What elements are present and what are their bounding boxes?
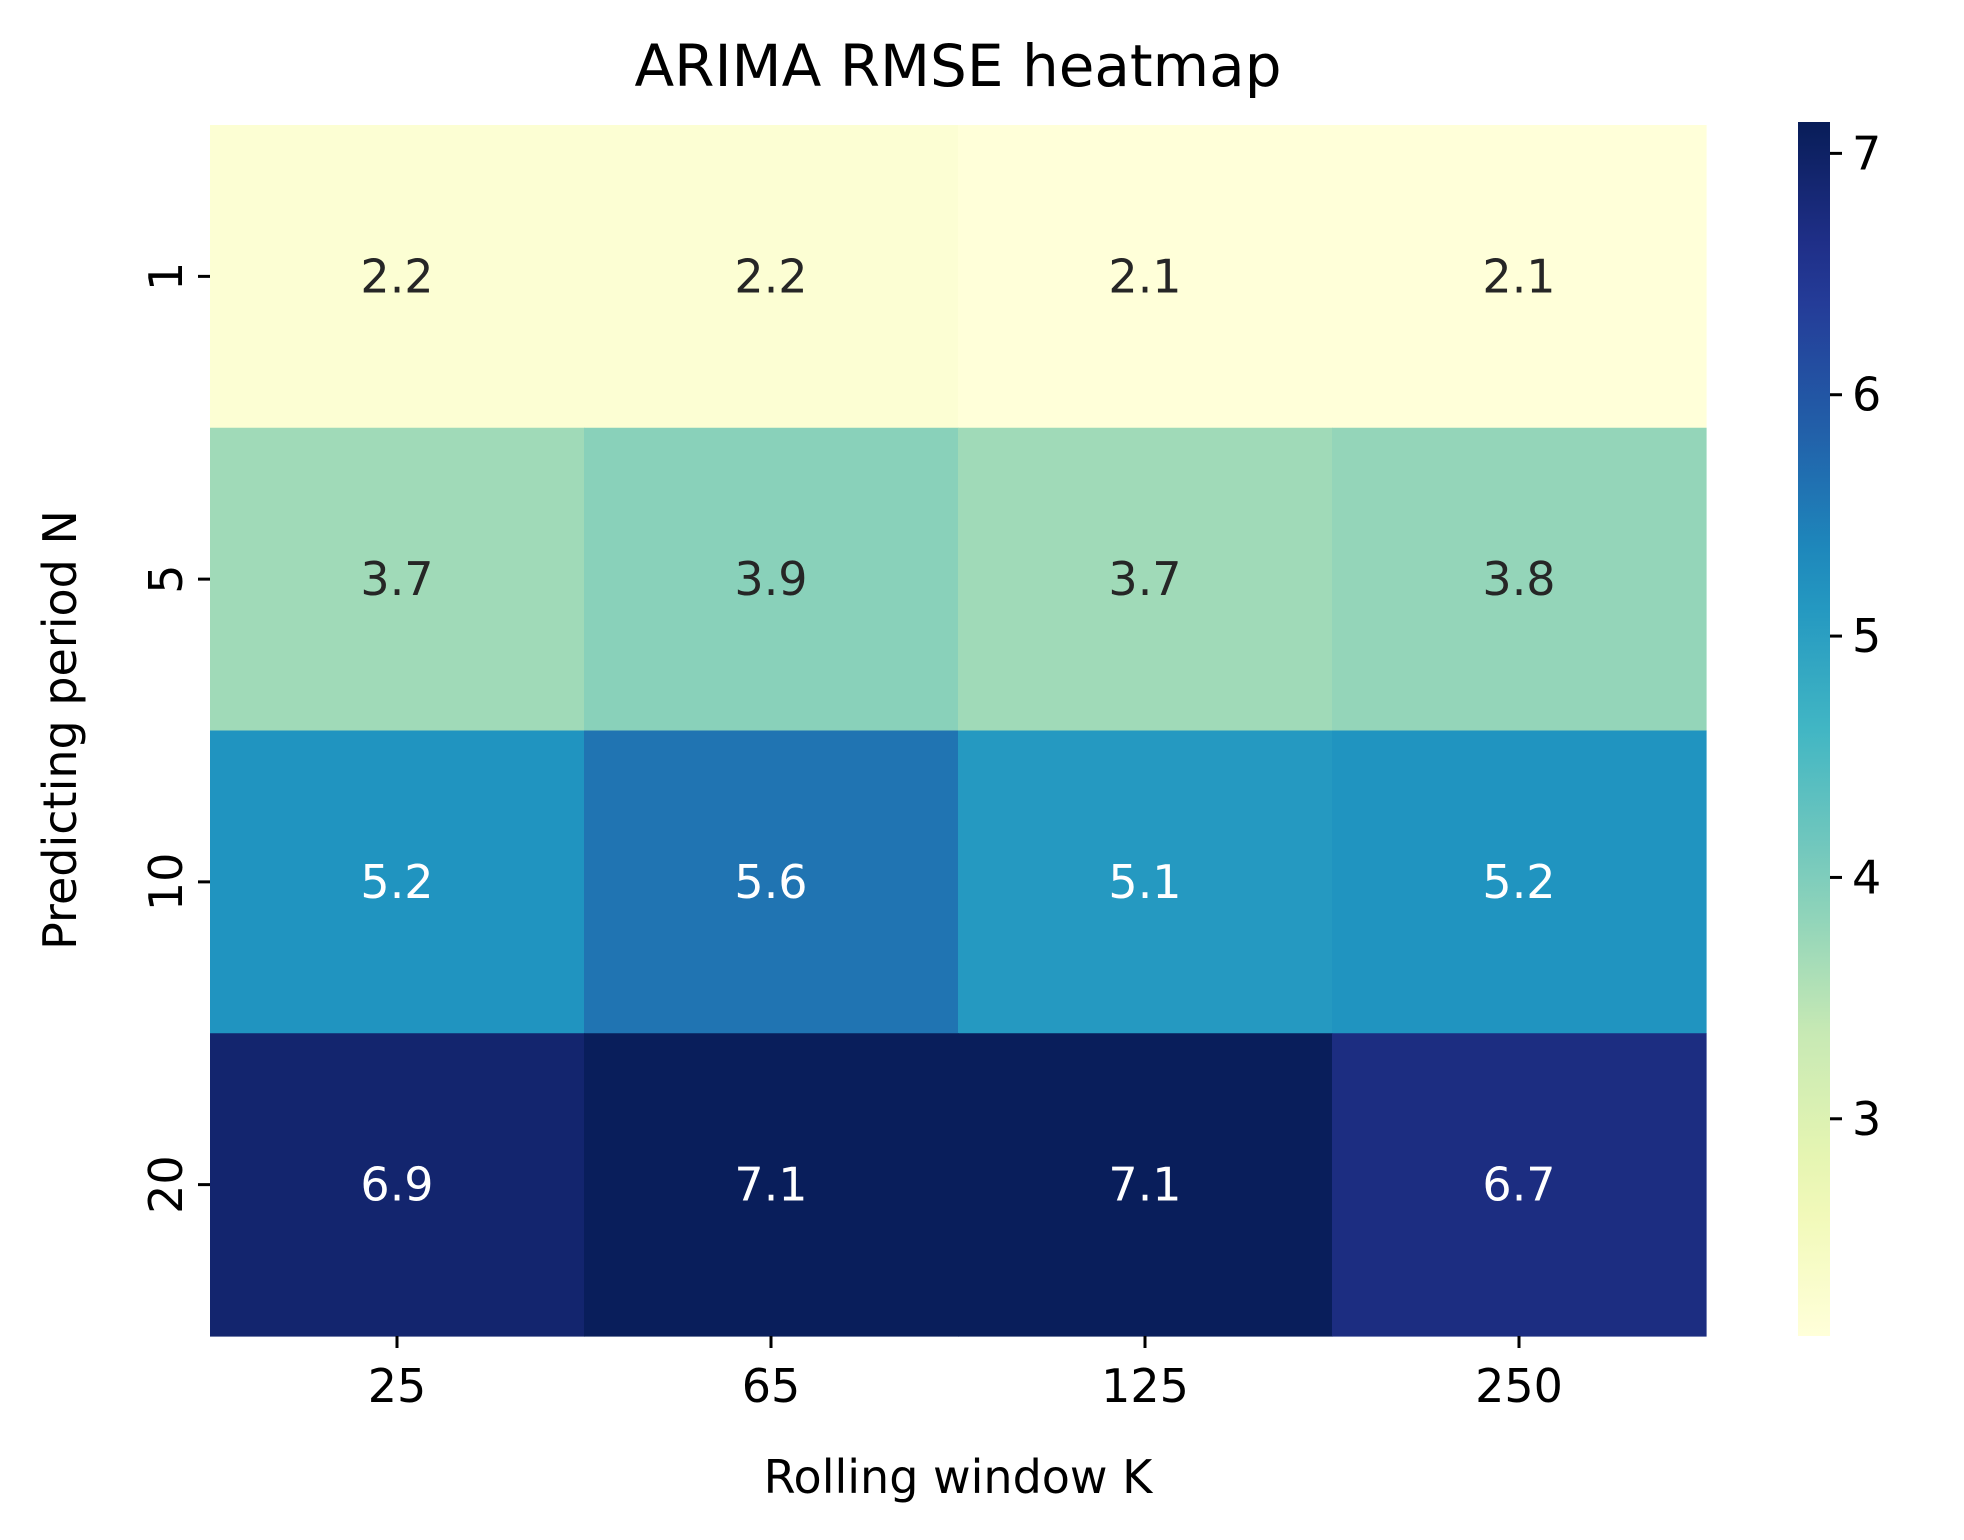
colorbar: 3 4 5 6 7 — [1798, 122, 1881, 1336]
x-tick-label: 65 — [742, 1359, 801, 1413]
y-axis-label: Predicting period N — [33, 510, 87, 950]
heatmap-cell — [210, 427, 585, 732]
x-tick-label: 25 — [368, 1359, 427, 1413]
cell-value-label: 3.7 — [1108, 552, 1181, 606]
heatmap-cell — [584, 730, 959, 1034]
cell-value-label: 5.1 — [1108, 855, 1181, 909]
heatmap-cell — [958, 125, 1333, 429]
cell-value-label: 5.2 — [360, 855, 433, 909]
x-axis-label: Rolling window K — [764, 1450, 1154, 1504]
y-tick-label: 20 — [139, 1155, 193, 1214]
y-tick-label: 1 — [139, 262, 193, 291]
cell-value-label: 3.7 — [360, 552, 433, 606]
heatmap-cell — [1332, 730, 1707, 1034]
cell-value-label: 2.1 — [1482, 249, 1555, 303]
heatmap-cell — [584, 1033, 959, 1337]
heatmap-cell — [210, 730, 585, 1034]
cell-value-label: 2.2 — [360, 249, 433, 303]
colorbar-tick-label: 4 — [1852, 850, 1881, 904]
colorbar-tick-label: 3 — [1852, 1092, 1881, 1146]
cell-value-label: 6.9 — [360, 1158, 433, 1212]
colorbar-gradient — [1798, 122, 1830, 1336]
cell-value-label: 5.2 — [1482, 855, 1555, 909]
cell-value-label: 5.6 — [734, 855, 807, 909]
colorbar-tick-label: 5 — [1852, 609, 1881, 663]
y-tick-label: 5 — [139, 564, 193, 593]
cell-value-label: 7.1 — [734, 1158, 807, 1212]
heatmap-cell — [210, 125, 585, 429]
heatmap-cell — [958, 730, 1333, 1034]
heatmap-cell — [958, 1033, 1333, 1337]
y-axis: 1 5 10 20 — [139, 262, 210, 1214]
heatmap-cell — [1332, 125, 1707, 429]
cell-value-label: 2.2 — [734, 249, 807, 303]
cell-value-label: 6.7 — [1482, 1158, 1555, 1212]
heatmap-cell-labels: 2.2 2.2 2.1 2.1 3.7 3.9 3.7 3.8 5.2 5.6 5.1 5.2 6.9 7… — [360, 249, 1555, 1211]
x-axis: 25 65 125 250 — [368, 1336, 1563, 1413]
y-tick-label: 10 — [139, 853, 193, 912]
heatmap-cell — [210, 1033, 585, 1337]
heatmap-cell — [584, 427, 959, 732]
chart-title: ARIMA RMSE heatmap — [634, 32, 1281, 100]
heatmap-cell — [958, 427, 1333, 732]
cell-value-label: 3.9 — [734, 552, 807, 606]
heatmap-cell — [584, 125, 959, 429]
cell-value-label: 3.8 — [1482, 552, 1555, 606]
cell-value-label: 2.1 — [1108, 249, 1181, 303]
x-tick-label: 125 — [1101, 1359, 1189, 1413]
colorbar-tick-label: 7 — [1852, 126, 1881, 180]
heatmap-cell — [1332, 1033, 1707, 1337]
x-tick-label: 250 — [1475, 1359, 1563, 1413]
heatmap-cells — [210, 125, 1707, 1337]
heatmap-cell — [1332, 427, 1707, 732]
cell-value-label: 7.1 — [1108, 1158, 1181, 1212]
colorbar-tick-label: 6 — [1852, 368, 1881, 422]
